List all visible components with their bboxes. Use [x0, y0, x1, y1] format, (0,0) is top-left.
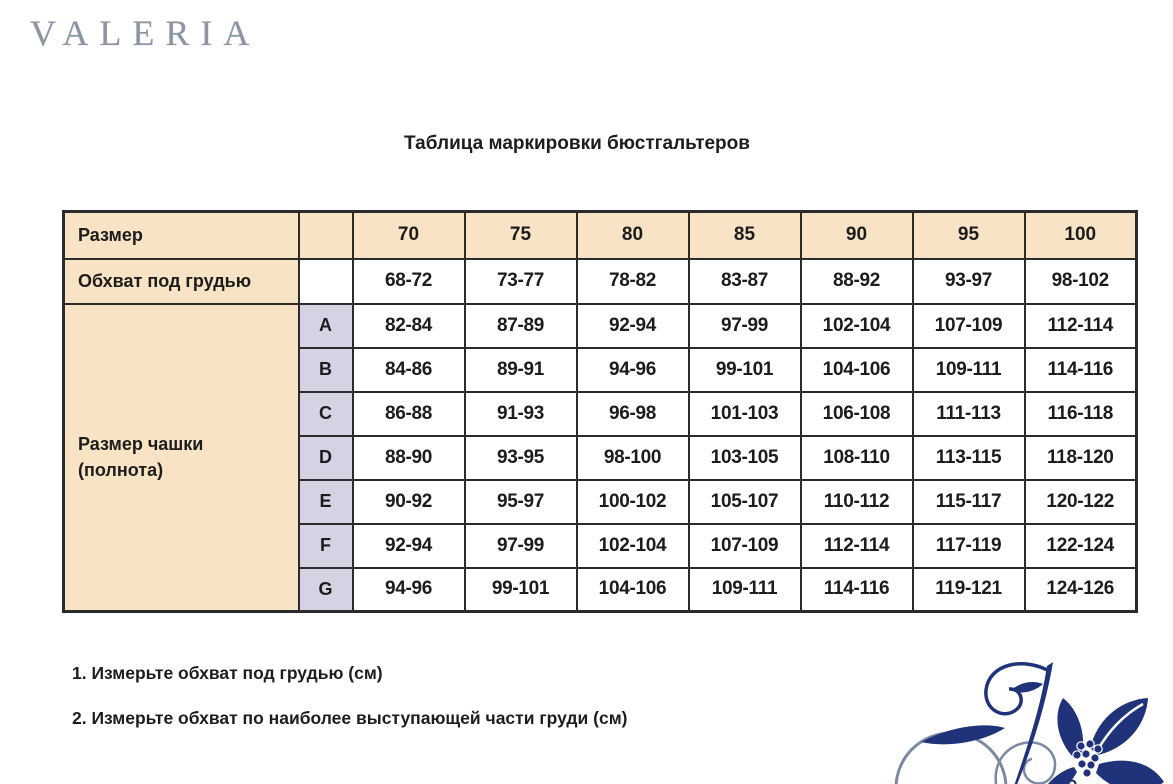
measure-cell: 97-99: [687, 302, 802, 349]
table-row-cup-a: Размер чашки (полнота) A 82-84 87-89 92-…: [62, 302, 1138, 613]
measure-cell: 91-93: [463, 390, 578, 437]
table-row: Размер 70 75 80 85 90 95 100: [62, 210, 1138, 260]
measure-cell: 119-121: [911, 566, 1026, 613]
measure-cell: 122-124: [1023, 522, 1138, 569]
measure-cell: 114-116: [1023, 346, 1138, 393]
size-header-cell: 80: [575, 210, 690, 260]
measure-cell: 107-109: [911, 302, 1026, 349]
measure-cell: 114-116: [799, 566, 914, 613]
measure-cell: 116-118: [1023, 390, 1138, 437]
measure-cell: 106-108: [799, 390, 914, 437]
measure-cell: 104-106: [799, 346, 914, 393]
cup-letter-cell: D: [297, 434, 354, 481]
measure-cell: 100-102: [575, 478, 690, 525]
measure-cell: 104-106: [575, 566, 690, 613]
measure-cell: 99-101: [463, 566, 578, 613]
measure-cell: 102-104: [799, 302, 914, 349]
cup-letter-cell: B: [297, 346, 354, 393]
underbust-cell: 68-72: [351, 257, 466, 305]
table-row-cup-d: D 88-90 93-95 98-100 103-105 108-110 113…: [64, 434, 1138, 481]
measure-cell: 111-113: [911, 390, 1026, 437]
underbust-cell: 98-102: [1023, 257, 1138, 305]
brand-logo: VALERIA: [30, 13, 261, 53]
measure-cell: 90-92: [351, 478, 466, 525]
size-header-cell: 100: [1023, 210, 1138, 260]
measure-cell: 112-114: [799, 522, 914, 569]
table-row-cup-c: C 86-88 91-93 96-98 101-103 106-108 111-…: [64, 390, 1138, 437]
measure-cell: 109-111: [911, 346, 1026, 393]
size-header-cell: 75: [463, 210, 578, 260]
table-row-cup-g: G 94-96 99-101 104-106 109-111 114-116 1…: [64, 566, 1138, 613]
measure-cell: 82-84: [351, 302, 466, 349]
measure-cell: 103-105: [687, 434, 802, 481]
measure-cell: 101-103: [687, 390, 802, 437]
measure-cell: 118-120: [1023, 434, 1138, 481]
page-title: Таблица маркировки бюстгальтеров: [404, 133, 750, 154]
measure-cell: 117-119: [911, 522, 1026, 569]
measure-cell: 86-88: [351, 390, 466, 437]
cup-letter-cell: F: [297, 522, 354, 569]
measure-cell: 94-96: [575, 346, 690, 393]
underbust-cell: 73-77: [463, 257, 578, 305]
measure-cell: 88-90: [351, 434, 466, 481]
measure-cell: 98-100: [575, 434, 690, 481]
measure-cell: 92-94: [575, 302, 690, 349]
underbust-spacer-cell: [297, 257, 354, 305]
size-header-cell: 95: [911, 210, 1026, 260]
instruction-step-2: 2. Измерьте обхват по наиболее выступающ…: [72, 708, 628, 728]
measure-cell: 87-89: [463, 302, 578, 349]
measure-cell: 112-114: [1023, 302, 1138, 349]
measure-cell: 89-91: [463, 346, 578, 393]
instruction-step-1: 1. Измерьте обхват под грудью (см): [72, 663, 383, 683]
measure-cell: 110-112: [799, 478, 914, 525]
measure-cell: 92-94: [351, 522, 466, 569]
measure-cell: 95-97: [463, 478, 578, 525]
measure-cell: 109-111: [687, 566, 802, 613]
measure-cell: 120-122: [1023, 478, 1138, 525]
table-row-cup-f: F 92-94 97-99 102-104 107-109 112-114 11…: [64, 522, 1138, 569]
measure-cell: 113-115: [911, 434, 1026, 481]
underbust-cell: 83-87: [687, 257, 802, 305]
underbust-cell: 78-82: [575, 257, 690, 305]
cup-letter-cell: E: [297, 478, 354, 525]
table-row-cup-b: B 84-86 89-91 94-96 99-101 104-106 109-1…: [64, 346, 1138, 393]
measurement-instructions: 1. Измерьте обхват под грудью (см) 2. Из…: [72, 663, 627, 753]
measure-cell: 94-96: [351, 566, 466, 613]
measure-cell: 102-104: [575, 522, 690, 569]
measure-cell: 99-101: [687, 346, 802, 393]
table-row: Обхват под грудью 68-72 73-77 78-82 83-8…: [62, 257, 1138, 305]
table-row-cup-e: E 90-92 95-97 100-102 105-107 110-112 11…: [64, 478, 1138, 525]
cup-size-label: Размер чашки (полнота): [62, 302, 300, 613]
bra-size-table: Размер 70 75 80 85 90 95 100 Обхват под …: [62, 210, 1138, 613]
cup-letter-cell: A: [297, 302, 354, 349]
measure-cell: 108-110: [799, 434, 914, 481]
floral-flourish-icon: [894, 662, 1164, 784]
size-header-cell: 85: [687, 210, 802, 260]
size-row-label: Размер: [62, 210, 300, 260]
measure-cell: 115-117: [911, 478, 1026, 525]
underbust-row-label: Обхват под грудью: [62, 257, 300, 305]
measure-cell: 96-98: [575, 390, 690, 437]
measure-cell: 124-126: [1023, 566, 1138, 613]
measure-cell: 107-109: [687, 522, 802, 569]
measure-cell: 84-86: [351, 346, 466, 393]
header-spacer-cell: [297, 210, 354, 260]
underbust-cell: 88-92: [799, 257, 914, 305]
cup-letter-cell: G: [297, 566, 354, 613]
underbust-cell: 93-97: [911, 257, 1026, 305]
measure-cell: 105-107: [687, 478, 802, 525]
measure-cell: 97-99: [463, 522, 578, 569]
size-header-cell: 70: [351, 210, 466, 260]
cup-letter-cell: C: [297, 390, 354, 437]
measure-cell: 93-95: [463, 434, 578, 481]
size-header-cell: 90: [799, 210, 914, 260]
